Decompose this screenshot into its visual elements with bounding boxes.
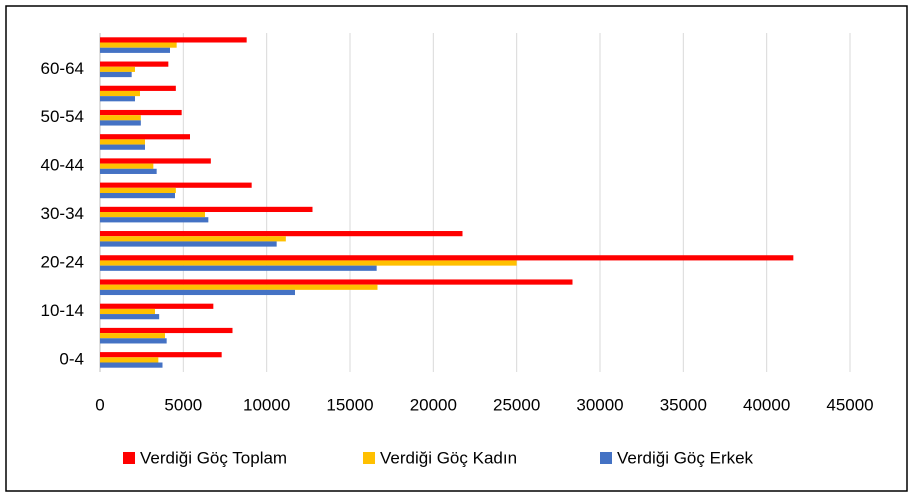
bar	[100, 109, 182, 116]
x-tick-label: 25000	[493, 395, 540, 414]
bar	[100, 144, 145, 150]
bar	[100, 338, 167, 344]
bar	[100, 289, 295, 296]
bar	[100, 66, 135, 72]
y-tick-label: 40-44	[41, 156, 84, 175]
bar	[100, 85, 176, 91]
bar	[100, 115, 141, 121]
bar	[100, 182, 252, 188]
bar	[100, 362, 163, 368]
bar	[100, 61, 169, 67]
bar	[100, 134, 190, 140]
bar	[100, 96, 135, 102]
bar	[100, 37, 247, 43]
y-tick-label: 30-34	[41, 204, 84, 223]
x-tick-label: 0	[95, 395, 104, 414]
legend-swatch	[123, 452, 135, 464]
legend-label: Verdiği Göç Erkek	[617, 448, 754, 467]
bar	[100, 231, 463, 237]
bar	[100, 327, 233, 334]
bar	[100, 206, 313, 213]
x-tick-label: 45000	[826, 395, 873, 414]
x-tick-label: 20000	[410, 395, 457, 414]
legend-label: Verdiği Göç Toplam	[140, 448, 287, 467]
bar	[100, 163, 154, 169]
bar	[100, 47, 170, 53]
bar	[100, 192, 175, 199]
bar	[100, 265, 377, 271]
y-tick-label: 50-54	[41, 107, 84, 126]
y-tick-label: 20-24	[41, 253, 84, 272]
bar	[100, 260, 517, 266]
bar	[100, 158, 211, 164]
bar	[100, 241, 277, 247]
bar	[100, 120, 141, 126]
bar	[100, 352, 222, 358]
x-tick-label: 10000	[243, 395, 290, 414]
bar	[100, 357, 159, 363]
bar	[100, 314, 160, 320]
bar	[100, 236, 286, 242]
x-tick-label: 35000	[660, 395, 707, 414]
legend-swatch	[363, 452, 375, 464]
chart-frame	[5, 5, 908, 492]
bar	[100, 255, 794, 261]
bar	[100, 42, 177, 48]
y-tick-label: 60-64	[41, 59, 84, 78]
bar	[100, 139, 145, 145]
bar	[100, 279, 573, 285]
bar	[100, 303, 214, 309]
bar	[100, 284, 378, 290]
y-tick-label: 0-4	[59, 349, 84, 368]
bar	[100, 217, 209, 223]
bar	[100, 168, 157, 174]
bar	[100, 333, 165, 339]
legend-label: Verdiği Göç Kadın	[380, 448, 517, 467]
x-tick-label: 5000	[164, 395, 202, 414]
x-tick-label: 40000	[743, 395, 790, 414]
x-tick-label: 15000	[326, 395, 373, 414]
bar	[100, 308, 155, 315]
bar	[100, 90, 140, 97]
y-tick-label: 10-14	[41, 301, 84, 320]
bar	[100, 71, 132, 78]
legend-swatch	[600, 452, 612, 464]
x-tick-label: 30000	[576, 395, 623, 414]
bar	[100, 212, 205, 218]
bar	[100, 187, 176, 193]
